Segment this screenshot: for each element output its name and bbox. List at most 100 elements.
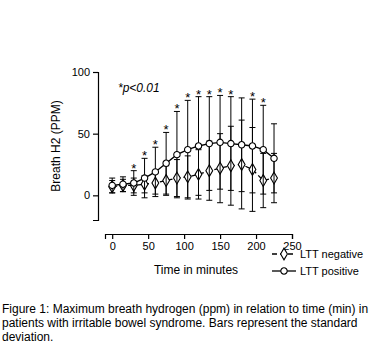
x-tick-label: 100 (175, 240, 193, 252)
error-bar-cap (152, 196, 158, 197)
point (228, 140, 234, 146)
error-bar-cap (271, 202, 277, 203)
error-bar-cap (217, 189, 223, 190)
annotation: *p<0.01 (118, 81, 160, 95)
x-tick-mark (148, 234, 149, 239)
point (141, 175, 147, 181)
significance-marker: * (164, 122, 169, 137)
point (185, 147, 191, 153)
significance-marker: * (174, 101, 179, 116)
point (174, 151, 180, 157)
x-axis-line (106, 235, 293, 240)
x-tick-mark (220, 234, 221, 239)
error-bar-cap (206, 200, 212, 201)
error-bar-cap (163, 194, 169, 195)
error-bar-cap (120, 191, 126, 192)
error-bar-cap (206, 190, 212, 191)
error-bar-cap (142, 197, 148, 198)
significance-marker: * (153, 137, 158, 152)
error-bar-cap (239, 208, 245, 209)
point (249, 143, 255, 149)
y-tick: 50 (78, 128, 98, 140)
error-bar-cap (196, 199, 202, 200)
significance-marker: * (142, 148, 147, 163)
point (152, 169, 158, 175)
error-bar-cap (120, 176, 126, 177)
significance-marker: * (218, 85, 223, 100)
y-tick-label: 50 (78, 128, 90, 140)
error-bar-cap (217, 202, 223, 203)
error-bar-cap (185, 199, 191, 200)
x-tick-label: 0 (110, 240, 116, 252)
legend-symbol (281, 248, 288, 260)
x-tick-label: 50 (143, 240, 155, 252)
x-tick: 0 (110, 234, 116, 252)
x-tick-label: 250 (283, 240, 301, 252)
error-bar-cap (109, 178, 115, 179)
point (109, 182, 115, 188)
legend-label: LTT positive (300, 265, 359, 277)
caption: Figure 1: Maximum breath hydrogen (ppm) … (0, 302, 377, 344)
legend-label: LTT negative (300, 248, 363, 260)
x-tick: 150 (211, 234, 229, 252)
x-tick: 50 (143, 234, 155, 252)
point (163, 160, 169, 166)
point (260, 147, 266, 153)
error-bar-cap (174, 197, 180, 198)
x-tick-label: 150 (211, 240, 229, 252)
significance-marker: * (228, 87, 233, 102)
significance-marker: * (185, 90, 190, 105)
error-bar-cap (249, 192, 255, 193)
y-tick-label: 100 (72, 66, 90, 78)
y-axis-title: Breath H2 (PPM) (49, 100, 63, 191)
error-bar-cap (196, 195, 202, 196)
significance-marker: * (261, 95, 266, 110)
error-bar-cap (239, 191, 245, 192)
x-tick-mark (112, 234, 113, 239)
significance-marker: * (250, 89, 255, 104)
series-line (112, 165, 274, 187)
plot-area (109, 95, 278, 211)
error-bar-cap (131, 195, 137, 196)
x-tick: 100 (175, 234, 193, 252)
error-bar-cap (249, 211, 255, 212)
y-axis-line (93, 73, 99, 221)
chart: 0 50 100 0 50 100 150 200 250 Breath H2 (PPM) Time… (0, 0, 377, 298)
x-tick-label: 200 (247, 240, 265, 252)
point (120, 181, 126, 187)
error-bar-cap (271, 192, 277, 193)
y-tick: 0 (84, 189, 98, 201)
point (206, 140, 212, 146)
y-axis: 0 50 100 (72, 66, 99, 220)
point (217, 139, 223, 145)
x-axis-title: Time in minutes (154, 263, 238, 277)
point (131, 180, 137, 186)
point (271, 155, 277, 161)
error-bar-cap (271, 123, 277, 124)
significance-marker: * (207, 87, 212, 102)
x-tick: 250 (283, 234, 301, 252)
error-bar-cap (228, 205, 234, 206)
y-tick-mark (93, 134, 98, 135)
error-bar-cap (228, 190, 234, 191)
legend-symbol (281, 268, 287, 274)
significance-marker: * (131, 161, 136, 176)
x-tick-mark (292, 234, 293, 239)
y-tick-label: 0 (84, 189, 90, 201)
x-tick: 200 (247, 234, 265, 252)
error-bar-cap (163, 195, 169, 196)
error-bar-cap (239, 97, 245, 98)
error-bar-cap (109, 192, 115, 193)
point (238, 142, 244, 148)
x-tick-mark (256, 234, 257, 239)
y-tick-mark (93, 195, 98, 196)
x-axis: 0 50 100 150 200 250 (106, 234, 302, 252)
error-bar-cap (109, 192, 115, 193)
point (195, 143, 201, 149)
y-tick: 100 (72, 66, 98, 78)
error-bar-cap (260, 207, 266, 208)
series-line (112, 142, 274, 185)
y-tick-mark (93, 72, 98, 73)
error-bar-cap (260, 194, 266, 195)
error-bar-cap (120, 191, 126, 192)
